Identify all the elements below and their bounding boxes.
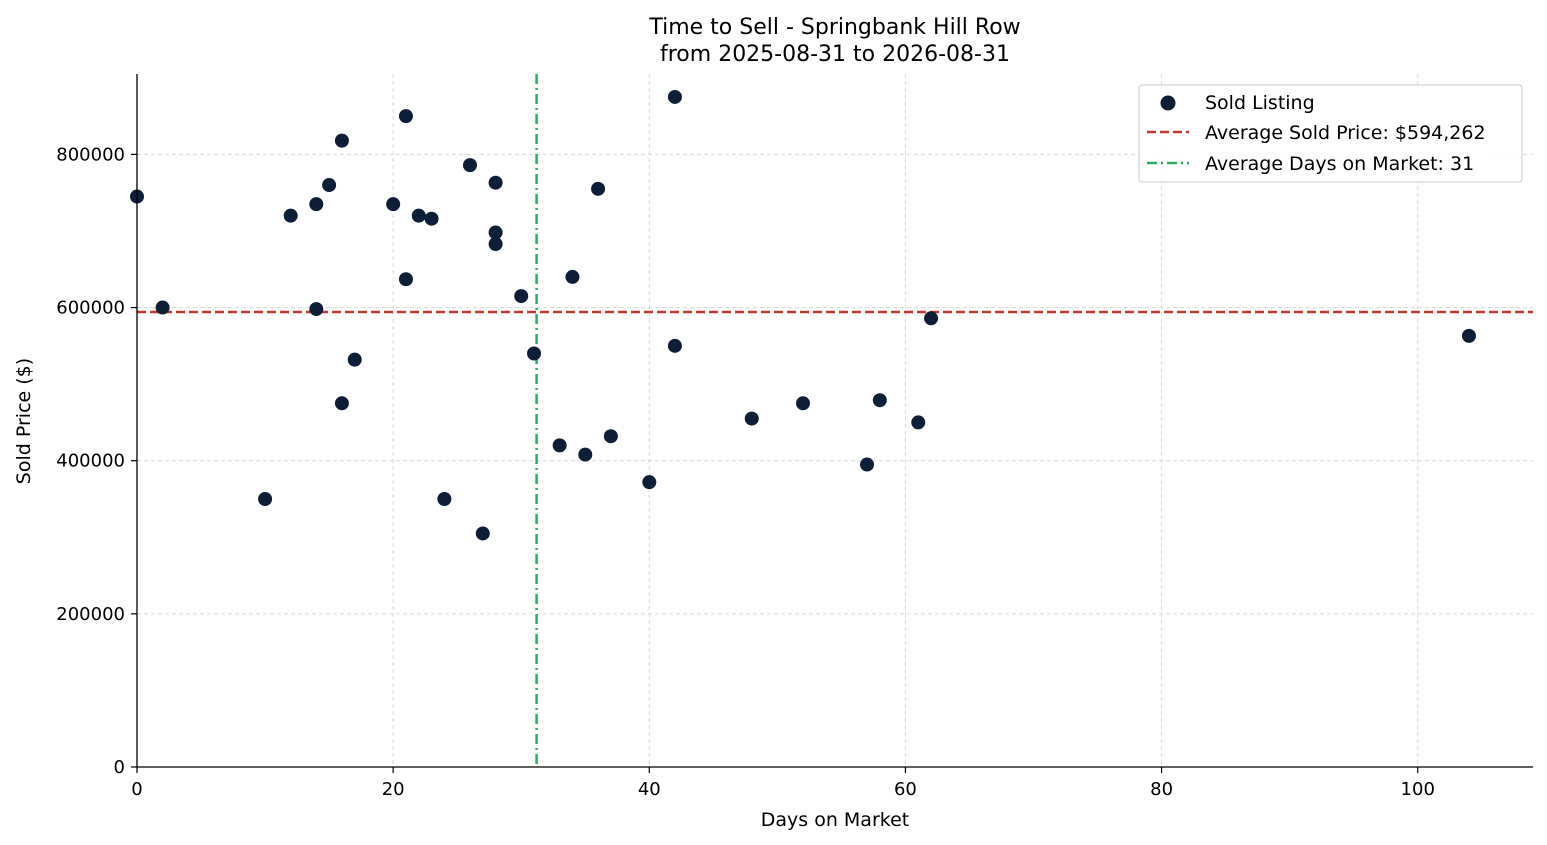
sold-listing-point: [744, 411, 759, 426]
x-tick-label: 0: [131, 779, 142, 800]
legend-label-avg-price: Average Sold Price: $594,262: [1205, 122, 1486, 144]
reference-lines: [137, 74, 1533, 767]
sold-listing-point: [860, 457, 875, 472]
chart-title: Time to Sell - Springbank Hill Row: [648, 15, 1020, 40]
sold-listing-point: [872, 393, 887, 408]
x-tick-label: 40: [638, 779, 661, 800]
sold-listing-point: [642, 475, 657, 490]
y-tick-label: 200000: [56, 604, 125, 625]
y-tick-label: 800000: [56, 144, 125, 165]
sold-listing-point: [462, 158, 477, 173]
sold-listing-point: [258, 491, 273, 506]
x-tick-label: 20: [382, 779, 405, 800]
sold-listing-point: [309, 197, 324, 212]
grid-lines: [137, 74, 1533, 767]
legend-marker-sold: [1160, 95, 1176, 111]
legend-label-sold: Sold Listing: [1205, 92, 1315, 114]
sold-listing-point: [924, 311, 939, 326]
sold-listing-point: [488, 175, 503, 190]
y-tick-label: 400000: [56, 451, 125, 472]
data-points: [130, 89, 1476, 541]
sold-listing-point: [437, 491, 452, 506]
sold-listing-point: [398, 109, 413, 124]
sold-listing-point: [514, 289, 529, 304]
legend-box: [1138, 84, 1523, 183]
sold-listing-point: [322, 178, 337, 193]
sold-listing-point: [795, 396, 810, 411]
sold-listing-point: [386, 197, 401, 212]
sold-listing-point: [475, 526, 490, 541]
sold-listing-point: [347, 352, 362, 367]
sold-listing-point: [155, 300, 170, 315]
chart-subtitle: from 2025-08-31 to 2026-08-31: [660, 42, 1010, 67]
x-tick-label: 80: [1150, 779, 1173, 800]
x-tick-label: 100: [1401, 779, 1435, 800]
sold-listing-point: [578, 447, 593, 462]
legend: Sold Listing Average Sold Price: $594,26…: [1138, 84, 1523, 183]
x-axis-label: Days on Market: [761, 809, 909, 831]
sold-listing-point: [527, 346, 542, 361]
sold-listing-point: [911, 415, 926, 430]
sold-listing-point: [334, 133, 349, 148]
axes: 0 20 40 60 80 100 0 200000 400000 600000 800000: [56, 74, 1533, 800]
sold-listing-point: [591, 181, 606, 196]
y-tick-label: 600000: [56, 298, 125, 319]
sold-listing-point: [488, 236, 503, 251]
sold-listing-point: [411, 208, 426, 223]
sold-listing-point: [309, 302, 324, 317]
sold-listing-point: [283, 208, 298, 223]
y-tick-label: 0: [114, 757, 125, 778]
sold-listing-point: [667, 338, 682, 353]
sold-listing-point: [603, 429, 618, 444]
legend-label-avg-days: Average Days on Market: 31: [1205, 153, 1474, 175]
sold-listing-point: [424, 211, 439, 226]
sold-listing-point: [552, 438, 567, 453]
y-axis-label: Sold Price ($): [13, 358, 35, 484]
sold-listing-point: [667, 89, 682, 104]
sold-listing-point: [1461, 328, 1476, 343]
sold-listing-point: [334, 396, 349, 411]
sold-listing-point: [488, 225, 503, 240]
sold-listing-point: [565, 269, 580, 284]
x-tick-label: 60: [894, 779, 917, 800]
sold-listing-point: [398, 272, 413, 287]
